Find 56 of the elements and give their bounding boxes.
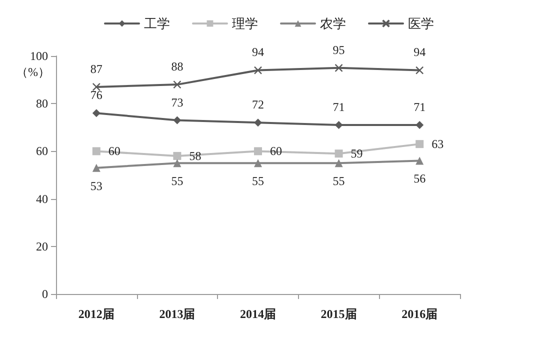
data-label: 55	[332, 174, 345, 188]
y-tick-label: 80	[36, 96, 48, 111]
data-label: 73	[171, 95, 184, 110]
legend-label: 理学	[232, 16, 258, 31]
point	[254, 147, 262, 156]
legend-label: 工学	[144, 16, 170, 31]
point	[416, 121, 424, 130]
y-tick-label: 60	[36, 144, 48, 158]
data-label: 60	[108, 144, 120, 158]
data-label: 63	[432, 137, 444, 152]
point	[334, 150, 343, 158]
data-label: 94	[252, 45, 264, 60]
point	[254, 159, 262, 168]
point	[92, 164, 100, 172]
point	[173, 80, 182, 89]
point	[173, 152, 182, 160]
data-label: 95	[332, 42, 345, 57]
data-label: 71	[332, 100, 345, 114]
point	[92, 82, 100, 92]
y-tick-label: 100	[30, 49, 48, 63]
point	[334, 159, 343, 168]
point	[173, 159, 182, 168]
y-tick-label: 40	[36, 192, 48, 206]
point	[254, 118, 262, 127]
x-tick-label: 2016届	[402, 307, 438, 321]
x-tick-label: 2015届	[320, 307, 357, 321]
point	[173, 116, 182, 124]
y-axis-title: （%）	[16, 65, 50, 79]
point	[334, 121, 343, 130]
y-tick-label: 0	[42, 287, 48, 301]
data-label: 87	[90, 62, 102, 76]
data-label: 55	[171, 174, 184, 188]
data-label: 88	[171, 59, 184, 74]
data-label: 53	[90, 178, 102, 193]
data-label: 72	[252, 98, 264, 112]
legend-label: 医学	[408, 16, 434, 31]
point	[416, 66, 424, 74]
legend-label: 农学	[320, 16, 346, 31]
data-label: 55	[252, 174, 264, 188]
data-label: 76	[90, 88, 102, 102]
point	[334, 64, 343, 72]
data-label: 56	[414, 172, 426, 186]
x-tick-label: 2012届	[78, 307, 114, 321]
data-label: 94	[414, 45, 426, 60]
point	[92, 109, 100, 118]
point	[254, 66, 262, 74]
data-label: 71	[414, 100, 426, 114]
data-label: 59	[350, 146, 363, 161]
point	[416, 156, 424, 165]
x-tick-label: 2014届	[240, 307, 276, 321]
point	[92, 147, 100, 156]
data-label: 60	[270, 144, 282, 158]
point	[416, 140, 424, 148]
data-label: 58	[189, 148, 202, 163]
x-tick-label: 2013届	[159, 307, 196, 321]
y-tick-label: 20	[36, 239, 48, 254]
